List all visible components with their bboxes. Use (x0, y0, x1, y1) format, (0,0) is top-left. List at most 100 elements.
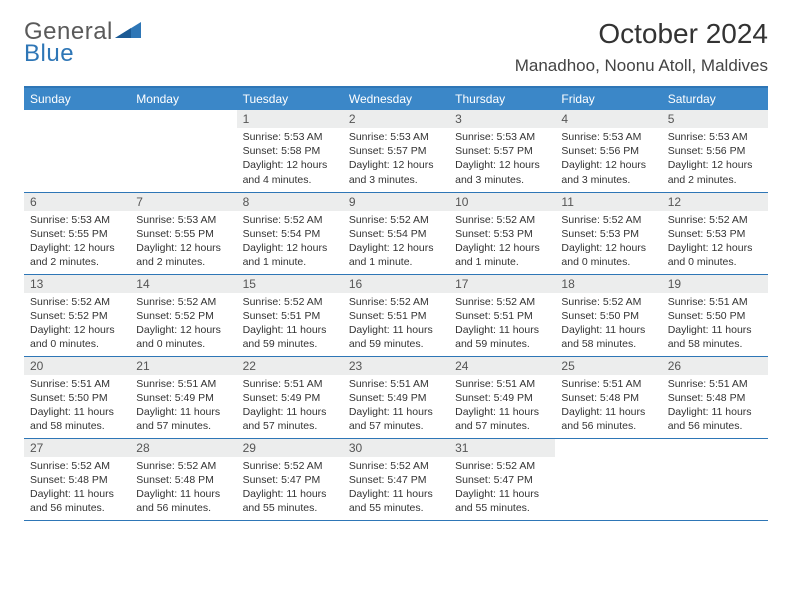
day-line-l2: Sunset: 5:50 PM (561, 309, 655, 323)
day-line-l4: and 0 minutes. (561, 255, 655, 269)
calendar-cell: 13Sunrise: 5:52 AMSunset: 5:52 PMDayligh… (24, 274, 130, 356)
day-line-l1: Sunrise: 5:51 AM (30, 377, 124, 391)
day-body: Sunrise: 5:51 AMSunset: 5:48 PMDaylight:… (555, 375, 661, 438)
day-number: 5 (662, 110, 768, 128)
calendar-cell: 28Sunrise: 5:52 AMSunset: 5:48 PMDayligh… (130, 438, 236, 520)
day-line-l4: and 2 minutes. (30, 255, 124, 269)
day-line-l3: Daylight: 11 hours (561, 323, 655, 337)
day-line-l4: and 57 minutes. (243, 419, 337, 433)
calendar-cell: 17Sunrise: 5:52 AMSunset: 5:51 PMDayligh… (449, 274, 555, 356)
calendar-cell: 1Sunrise: 5:53 AMSunset: 5:58 PMDaylight… (237, 110, 343, 192)
day-line-l3: Daylight: 11 hours (349, 323, 443, 337)
day-number: 1 (237, 110, 343, 128)
day-line-l2: Sunset: 5:54 PM (349, 227, 443, 241)
calendar-row: 20Sunrise: 5:51 AMSunset: 5:50 PMDayligh… (24, 356, 768, 438)
day-body: Sunrise: 5:53 AMSunset: 5:56 PMDaylight:… (662, 128, 768, 191)
calendar-cell: 29Sunrise: 5:52 AMSunset: 5:47 PMDayligh… (237, 438, 343, 520)
day-number: 20 (24, 357, 130, 375)
calendar-cell: 23Sunrise: 5:51 AMSunset: 5:49 PMDayligh… (343, 356, 449, 438)
day-body: Sunrise: 5:52 AMSunset: 5:47 PMDaylight:… (449, 457, 555, 520)
day-number: 28 (130, 439, 236, 457)
day-line-l4: and 3 minutes. (561, 173, 655, 187)
day-line-l4: and 59 minutes. (349, 337, 443, 351)
day-line-l4: and 1 minute. (349, 255, 443, 269)
day-line-l4: and 57 minutes. (136, 419, 230, 433)
day-line-l4: and 2 minutes. (668, 173, 762, 187)
calendar-cell (24, 110, 130, 192)
calendar-row: 27Sunrise: 5:52 AMSunset: 5:48 PMDayligh… (24, 438, 768, 520)
day-body: Sunrise: 5:52 AMSunset: 5:52 PMDaylight:… (130, 293, 236, 356)
day-line-l3: Daylight: 11 hours (243, 323, 337, 337)
calendar-cell: 21Sunrise: 5:51 AMSunset: 5:49 PMDayligh… (130, 356, 236, 438)
day-body: Sunrise: 5:52 AMSunset: 5:53 PMDaylight:… (449, 211, 555, 274)
day-number: 17 (449, 275, 555, 293)
day-number: 13 (24, 275, 130, 293)
calendar-cell: 15Sunrise: 5:52 AMSunset: 5:51 PMDayligh… (237, 274, 343, 356)
day-line-l1: Sunrise: 5:51 AM (243, 377, 337, 391)
day-line-l3: Daylight: 11 hours (243, 405, 337, 419)
day-line-l1: Sunrise: 5:52 AM (243, 213, 337, 227)
day-line-l3: Daylight: 11 hours (30, 405, 124, 419)
calendar-cell: 3Sunrise: 5:53 AMSunset: 5:57 PMDaylight… (449, 110, 555, 192)
day-line-l2: Sunset: 5:49 PM (455, 391, 549, 405)
day-number: 27 (24, 439, 130, 457)
day-line-l1: Sunrise: 5:52 AM (455, 295, 549, 309)
day-line-l1: Sunrise: 5:51 AM (668, 377, 762, 391)
day-line-l1: Sunrise: 5:51 AM (136, 377, 230, 391)
calendar-cell: 18Sunrise: 5:52 AMSunset: 5:50 PMDayligh… (555, 274, 661, 356)
calendar-cell: 25Sunrise: 5:51 AMSunset: 5:48 PMDayligh… (555, 356, 661, 438)
calendar-cell: 10Sunrise: 5:52 AMSunset: 5:53 PMDayligh… (449, 192, 555, 274)
day-body: Sunrise: 5:52 AMSunset: 5:48 PMDaylight:… (130, 457, 236, 520)
col-saturday: Saturday (662, 87, 768, 110)
day-line-l2: Sunset: 5:47 PM (349, 473, 443, 487)
day-line-l4: and 57 minutes. (455, 419, 549, 433)
day-number: 9 (343, 193, 449, 211)
day-body: Sunrise: 5:52 AMSunset: 5:48 PMDaylight:… (24, 457, 130, 520)
day-line-l2: Sunset: 5:49 PM (136, 391, 230, 405)
day-line-l4: and 2 minutes. (136, 255, 230, 269)
day-number: 21 (130, 357, 236, 375)
day-line-l1: Sunrise: 5:53 AM (136, 213, 230, 227)
day-line-l3: Daylight: 11 hours (561, 405, 655, 419)
day-line-l3: Daylight: 11 hours (349, 405, 443, 419)
day-line-l1: Sunrise: 5:53 AM (668, 130, 762, 144)
day-body: Sunrise: 5:51 AMSunset: 5:49 PMDaylight:… (130, 375, 236, 438)
day-line-l3: Daylight: 11 hours (455, 487, 549, 501)
day-line-l1: Sunrise: 5:52 AM (455, 459, 549, 473)
col-monday: Monday (130, 87, 236, 110)
day-line-l4: and 55 minutes. (455, 501, 549, 515)
day-line-l2: Sunset: 5:53 PM (561, 227, 655, 241)
calendar-cell: 4Sunrise: 5:53 AMSunset: 5:56 PMDaylight… (555, 110, 661, 192)
day-line-l1: Sunrise: 5:52 AM (349, 295, 443, 309)
day-line-l1: Sunrise: 5:52 AM (455, 213, 549, 227)
col-friday: Friday (555, 87, 661, 110)
calendar-cell: 16Sunrise: 5:52 AMSunset: 5:51 PMDayligh… (343, 274, 449, 356)
day-body: Sunrise: 5:51 AMSunset: 5:48 PMDaylight:… (662, 375, 768, 438)
day-number: 24 (449, 357, 555, 375)
day-body: Sunrise: 5:52 AMSunset: 5:53 PMDaylight:… (662, 211, 768, 274)
day-line-l3: Daylight: 11 hours (455, 323, 549, 337)
calendar-cell: 8Sunrise: 5:52 AMSunset: 5:54 PMDaylight… (237, 192, 343, 274)
day-body: Sunrise: 5:52 AMSunset: 5:50 PMDaylight:… (555, 293, 661, 356)
day-line-l2: Sunset: 5:52 PM (30, 309, 124, 323)
day-line-l2: Sunset: 5:48 PM (561, 391, 655, 405)
day-line-l3: Daylight: 11 hours (136, 405, 230, 419)
day-line-l3: Daylight: 12 hours (561, 158, 655, 172)
day-line-l1: Sunrise: 5:52 AM (349, 459, 443, 473)
day-line-l1: Sunrise: 5:53 AM (561, 130, 655, 144)
calendar-cell (555, 438, 661, 520)
day-number: 7 (130, 193, 236, 211)
day-line-l4: and 57 minutes. (349, 419, 443, 433)
day-line-l2: Sunset: 5:54 PM (243, 227, 337, 241)
day-line-l4: and 59 minutes. (455, 337, 549, 351)
day-line-l2: Sunset: 5:48 PM (30, 473, 124, 487)
day-line-l3: Daylight: 12 hours (243, 158, 337, 172)
day-line-l4: and 56 minutes. (30, 501, 124, 515)
day-number: 10 (449, 193, 555, 211)
calendar-row: 1Sunrise: 5:53 AMSunset: 5:58 PMDaylight… (24, 110, 768, 192)
day-number: 26 (662, 357, 768, 375)
day-line-l3: Daylight: 12 hours (455, 158, 549, 172)
col-thursday: Thursday (449, 87, 555, 110)
day-line-l2: Sunset: 5:58 PM (243, 144, 337, 158)
day-line-l4: and 55 minutes. (349, 501, 443, 515)
